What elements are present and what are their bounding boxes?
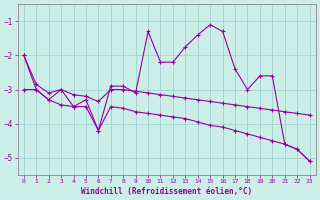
X-axis label: Windchill (Refroidissement éolien,°C): Windchill (Refroidissement éolien,°C) <box>81 187 252 196</box>
